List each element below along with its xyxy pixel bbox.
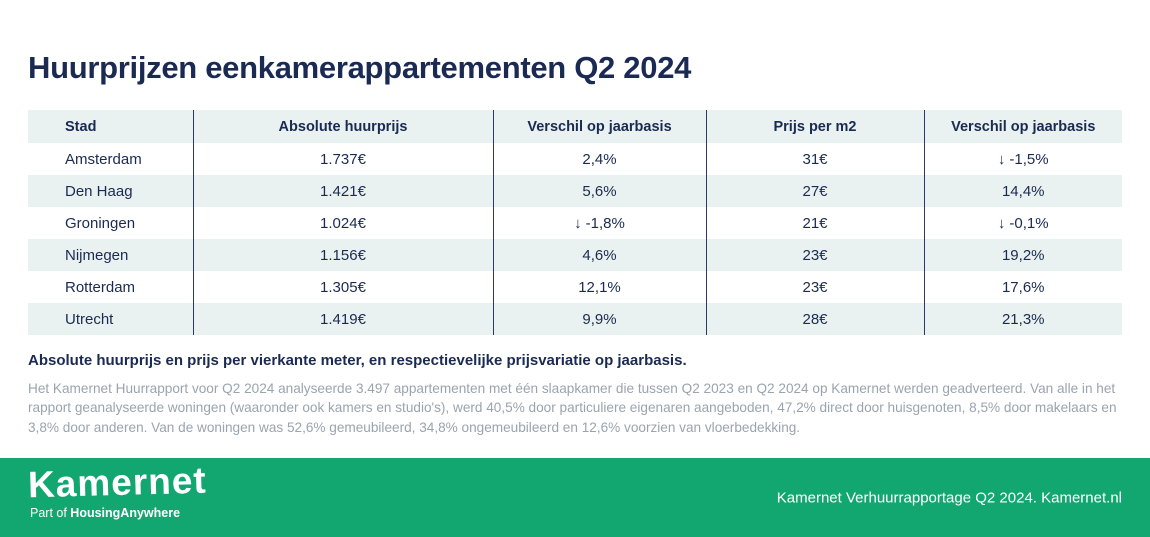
column-header-verschil-jaarbasis-m2: Verschil op jaarbasis (924, 110, 1122, 143)
absolute-rent-cell: 1.737€ (193, 143, 494, 175)
price-per-m2-cell: 21€ (706, 207, 925, 239)
yoy-change-cell: 2,4% (493, 143, 707, 175)
yoy-change-value: -1,8% (585, 214, 625, 232)
logo-subtext-prefix: Part of (30, 506, 71, 520)
yoy-change-cell: 9,9% (493, 303, 707, 335)
footer-bar: Kamernet Part of HousingAnywhere Kamerne… (0, 458, 1150, 537)
city-cell: Den Haag (28, 175, 194, 207)
m2-yoy-change-cell: 21,3% (1001, 310, 1045, 328)
kamernet-logo: Kamernet (27, 459, 208, 506)
page-title: Huurprijzen eenkamerappartementen Q2 202… (28, 50, 692, 85)
absolute-rent-cell: 1.419€ (193, 303, 494, 335)
table-row-rotterdam: Rotterdam 1.305€ 12,1% 23€ 17,6% (28, 271, 1122, 303)
column-header-stad: Stad (28, 110, 194, 143)
yoy-change-cell: 12,1% (493, 271, 707, 303)
table-row-den-haag: Den Haag 1.421€ 5,6% 27€ 14,4% (28, 175, 1122, 207)
down-arrow-icon: ↓ (997, 150, 1006, 168)
column-header-prijs-per-m2: Prijs per m2 (706, 110, 925, 143)
absolute-rent-cell: 1.024€ (193, 207, 494, 239)
column-header-absolute-huurprijs: Absolute huurprijs (193, 110, 494, 143)
table-row-nijmegen: Nijmegen 1.156€ 4,6% 23€ 19,2% (28, 239, 1122, 271)
table-header-row: Stad Absolute huurprijs Verschil op jaar… (28, 110, 1122, 143)
logo-subtext: Part of HousingAnywhere (30, 506, 180, 520)
footer-report-label: Kamernet Verhuurrapportage Q2 2024. Kame… (776, 489, 1122, 506)
city-cell: Groningen (28, 207, 194, 239)
table-row-amsterdam: Amsterdam 1.737€ 2,4% 31€ ↓ -1,5% (28, 143, 1122, 175)
table-row-groningen: Groningen 1.024€ ↓ -1,8% 21€ ↓ -0,1% (28, 207, 1122, 239)
m2-yoy-change-cell: 17,6% (1001, 278, 1045, 296)
absolute-rent-cell: 1.305€ (193, 271, 494, 303)
yoy-change-cell: ↓ -1,8% (493, 207, 707, 239)
down-arrow-icon: ↓ (574, 214, 582, 232)
m2-yoy-change-value: -1,5% (1009, 150, 1049, 168)
down-arrow-icon: ↓ (997, 214, 1006, 232)
absolute-rent-cell: 1.421€ (193, 175, 494, 207)
price-per-m2-cell: 28€ (706, 303, 925, 335)
price-per-m2-cell: 23€ (706, 239, 925, 271)
price-per-m2-cell: 31€ (706, 143, 925, 175)
rent-price-table: Stad Absolute huurprijs Verschil op jaar… (28, 110, 1122, 335)
m2-yoy-change-cell: 19,2% (1001, 246, 1045, 264)
table-caption: Absolute huurprijs en prijs per vierkant… (28, 352, 687, 369)
logo-subtext-brand: HousingAnywhere (70, 506, 181, 520)
m2-yoy-change-cell: ↓ -1,5% (924, 143, 1122, 175)
absolute-rent-cell: 1.156€ (193, 239, 494, 271)
table-row-utrecht: Utrecht 1.419€ 9,9% 28€ 21,3% (28, 303, 1122, 335)
price-per-m2-cell: 27€ (706, 175, 925, 207)
price-per-m2-cell: 23€ (706, 271, 925, 303)
m2-yoy-change-value: -0,1% (1009, 214, 1049, 232)
report-description: Het Kamernet Huurrapport voor Q2 2024 an… (28, 381, 1117, 435)
column-header-verschil-jaarbasis: Verschil op jaarbasis (493, 110, 707, 143)
m2-yoy-change-cell: ↓ -0,1% (924, 207, 1122, 239)
yoy-change-cell: 4,6% (493, 239, 707, 271)
yoy-change-cell: 5,6% (493, 175, 707, 207)
city-cell: Amsterdam (28, 143, 194, 175)
city-cell: Nijmegen (28, 239, 194, 271)
city-cell: Rotterdam (28, 271, 194, 303)
m2-yoy-change-cell: 14,4% (1001, 182, 1045, 200)
city-cell: Utrecht (28, 303, 194, 335)
